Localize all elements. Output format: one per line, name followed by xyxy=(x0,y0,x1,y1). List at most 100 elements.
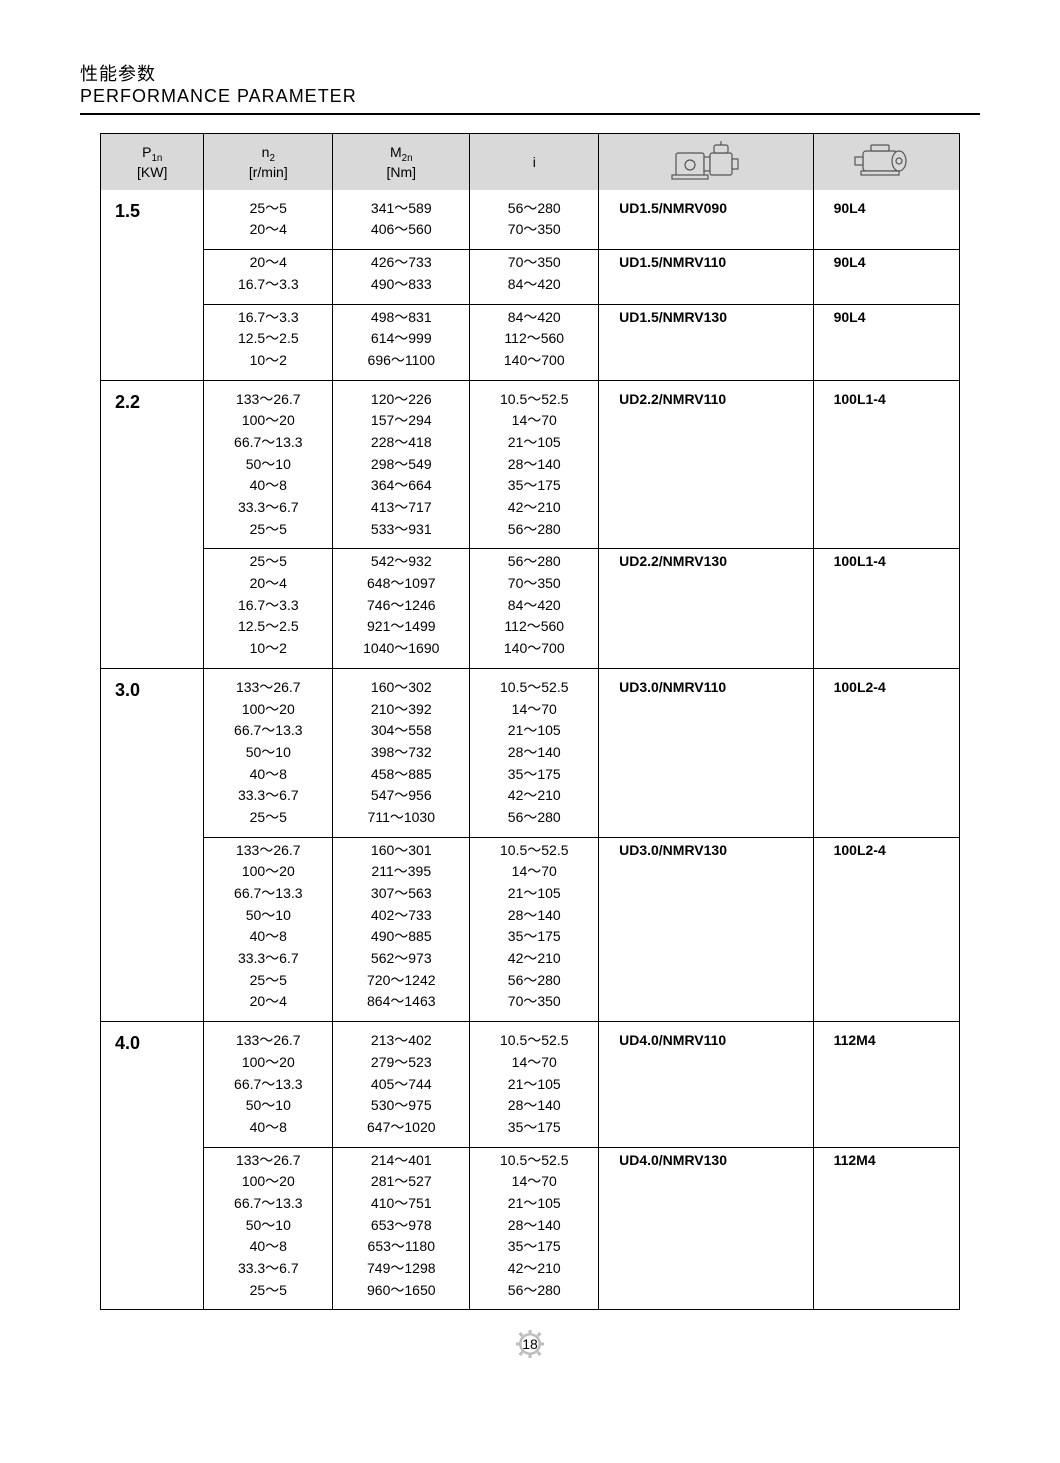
motor-cell: 112M4 xyxy=(813,1147,959,1309)
n2-cell: 133～26.7 100～20 66.7～13.3 50～10 40～8 33.… xyxy=(204,668,333,837)
m2n-cell: 160～301 211～395 307～563 402～733 490～885 … xyxy=(333,837,470,1022)
m2n-cell: 426～733 490～833 xyxy=(333,250,470,304)
table-row: 16.7～3.3 12.5～2.5 10～2498～831 614～999 69… xyxy=(101,304,959,380)
n2-value: 133～26.7 100～20 66.7～13.3 50～10 40～8 xyxy=(210,1030,326,1138)
model-cell: UD2.2/NMRV130 xyxy=(599,549,814,668)
n2-value: 133～26.7 100～20 66.7～13.3 50～10 40～8 33.… xyxy=(210,1150,326,1302)
m2n-label: M xyxy=(390,144,402,160)
i-cell: 10.5～52.5 14～70 21～105 28～140 35～175 42～… xyxy=(470,380,599,549)
m2n-value: 498～831 614～999 696～1100 xyxy=(339,307,463,372)
col-header-gearbox-icon xyxy=(599,134,814,190)
p1n-unit: [KW] xyxy=(137,164,167,180)
i-cell: 10.5～52.5 14～70 21～105 28～140 35～175 42～… xyxy=(470,1147,599,1309)
table-row: 133～26.7 100～20 66.7～13.3 50～10 40～8 33.… xyxy=(101,837,959,1022)
m2n-value: 213～402 279～523 405～744 530～975 647～1020 xyxy=(339,1030,463,1138)
model-cell: UD2.2/NMRV110 xyxy=(599,380,814,549)
motor-cell: 90L4 xyxy=(813,304,959,380)
table-row: 25～5 20～4 16.7～3.3 12.5～2.5 10～2542～932 … xyxy=(101,549,959,668)
m2n-unit: [Nm] xyxy=(386,164,416,180)
model-cell: UD1.5/NMRV130 xyxy=(599,304,814,380)
parameter-table: P1n [KW] n2 [r/min] M2n [Nm] i xyxy=(101,134,959,1309)
motor-cell: 90L4 xyxy=(813,250,959,304)
page-number: 18 xyxy=(80,1330,980,1358)
n2-sub: 2 xyxy=(269,153,274,164)
i-value: 10.5～52.5 14～70 21～105 28～140 35～175 42～… xyxy=(476,677,592,829)
gearbox-icon xyxy=(666,139,746,181)
page-number-gear-icon: 18 xyxy=(516,1330,544,1358)
p1n-sub: 1n xyxy=(151,153,162,164)
i-value: 84～420 112～560 140～700 xyxy=(476,307,592,372)
m2n-cell: 214～401 281～527 410～751 653～978 653～1180… xyxy=(333,1147,470,1309)
i-value: 10.5～52.5 14～70 21～105 28～140 35～175 xyxy=(476,1030,592,1138)
i-value: 56～280 70～350 84～420 112～560 140～700 xyxy=(476,551,592,659)
i-cell: 56～280 70～350 xyxy=(470,190,599,250)
m2n-cell: 542～932 648～1097 746～1246 921～1499 1040～… xyxy=(333,549,470,668)
i-cell: 10.5～52.5 14～70 21～105 28～140 35～175 xyxy=(470,1022,599,1147)
table-row: 3.0133～26.7 100～20 66.7～13.3 50～10 40～8 … xyxy=(101,668,959,837)
m2n-value: 341～589 406～560 xyxy=(339,198,463,241)
m2n-sub: 2n xyxy=(402,153,413,164)
i-label: i xyxy=(533,154,536,170)
motor-cell: 90L4 xyxy=(813,190,959,250)
n2-cell: 133～26.7 100～20 66.7～13.3 50～10 40～8 33.… xyxy=(204,380,333,549)
n2-cell: 133～26.7 100～20 66.7～13.3 50～10 40～8 33.… xyxy=(204,837,333,1022)
n2-value: 16.7～3.3 12.5～2.5 10～2 xyxy=(210,307,326,372)
title-chinese: 性能参数 xyxy=(80,60,980,86)
table-row: 2.2133～26.7 100～20 66.7～13.3 50～10 40～8 … xyxy=(101,380,959,549)
n2-value: 133～26.7 100～20 66.7～13.3 50～10 40～8 33.… xyxy=(210,840,326,1014)
n2-value: 25～5 20～4 xyxy=(210,198,326,241)
n2-cell: 20～4 16.7～3.3 xyxy=(204,250,333,304)
col-header-p1n: P1n [KW] xyxy=(101,134,204,190)
motor-cell: 100L1-4 xyxy=(813,549,959,668)
n2-cell: 133～26.7 100～20 66.7～13.3 50～10 40～8 xyxy=(204,1022,333,1147)
n2-value: 133～26.7 100～20 66.7～13.3 50～10 40～8 33.… xyxy=(210,389,326,541)
m2n-cell: 160～302 210～392 304～558 398～732 458～885 … xyxy=(333,668,470,837)
kw-cell: 3.0 xyxy=(101,668,204,1021)
title-rule xyxy=(80,113,980,115)
i-cell: 10.5～52.5 14～70 21～105 28～140 35～175 42～… xyxy=(470,668,599,837)
table-body: 1.525～5 20～4341～589 406～56056～280 70～350… xyxy=(101,190,959,1310)
m2n-value: 426～733 490～833 xyxy=(339,252,463,295)
m2n-value: 120～226 157～294 228～418 298～549 364～664 … xyxy=(339,389,463,541)
page-number-value: 18 xyxy=(522,1336,538,1352)
n2-cell: 133～26.7 100～20 66.7～13.3 50～10 40～8 33.… xyxy=(204,1147,333,1309)
i-value: 10.5～52.5 14～70 21～105 28～140 35～175 42～… xyxy=(476,840,592,1014)
motor-cell: 112M4 xyxy=(813,1022,959,1147)
m2n-value: 542～932 648～1097 746～1246 921～1499 1040～… xyxy=(339,551,463,659)
col-header-m2n: M2n [Nm] xyxy=(333,134,470,190)
motor-icon xyxy=(851,139,921,181)
table-row: 4.0133～26.7 100～20 66.7～13.3 50～10 40～82… xyxy=(101,1022,959,1147)
i-value: 56～280 70～350 xyxy=(476,198,592,241)
table-row: 1.525～5 20～4341～589 406～56056～280 70～350… xyxy=(101,190,959,250)
kw-cell: 4.0 xyxy=(101,1022,204,1310)
m2n-cell: 341～589 406～560 xyxy=(333,190,470,250)
title-english: PERFORMANCE PARAMETER xyxy=(80,86,980,107)
n2-value: 20～4 16.7～3.3 xyxy=(210,252,326,295)
n2-cell: 25～5 20～4 16.7～3.3 12.5～2.5 10～2 xyxy=(204,549,333,668)
n2-cell: 25～5 20～4 xyxy=(204,190,333,250)
n2-unit: [r/min] xyxy=(249,164,288,180)
motor-cell: 100L2-4 xyxy=(813,668,959,837)
col-header-motor-icon xyxy=(813,134,959,190)
m2n-value: 160～302 210～392 304～558 398～732 458～885 … xyxy=(339,677,463,829)
col-header-n2: n2 [r/min] xyxy=(204,134,333,190)
m2n-cell: 498～831 614～999 696～1100 xyxy=(333,304,470,380)
header-row: P1n [KW] n2 [r/min] M2n [Nm] i xyxy=(101,134,959,190)
motor-cell: 100L2-4 xyxy=(813,837,959,1022)
n2-value: 25～5 20～4 16.7～3.3 12.5～2.5 10～2 xyxy=(210,551,326,659)
parameter-table-wrap: P1n [KW] n2 [r/min] M2n [Nm] i xyxy=(100,133,960,1310)
model-cell: UD1.5/NMRV090 xyxy=(599,190,814,250)
kw-cell: 2.2 xyxy=(101,380,204,668)
i-value: 70～350 84～420 xyxy=(476,252,592,295)
m2n-value: 160～301 211～395 307～563 402～733 490～885 … xyxy=(339,840,463,1014)
table-row: 133～26.7 100～20 66.7～13.3 50～10 40～8 33.… xyxy=(101,1147,959,1309)
i-cell: 56～280 70～350 84～420 112～560 140～700 xyxy=(470,549,599,668)
n2-cell: 16.7～3.3 12.5～2.5 10～2 xyxy=(204,304,333,380)
table-row: 20～4 16.7～3.3 426～733 490～833 70～350 84～42… xyxy=(101,250,959,304)
model-cell: UD4.0/NMRV110 xyxy=(599,1022,814,1147)
i-cell: 10.5～52.5 14～70 21～105 28～140 35～175 42～… xyxy=(470,837,599,1022)
i-value: 10.5～52.5 14～70 21～105 28～140 35～175 42～… xyxy=(476,1150,592,1302)
m2n-cell: 120～226 157～294 228～418 298～549 364～664 … xyxy=(333,380,470,549)
i-cell: 70～350 84～420 xyxy=(470,250,599,304)
m2n-cell: 213～402 279～523 405～744 530～975 647～1020 xyxy=(333,1022,470,1147)
